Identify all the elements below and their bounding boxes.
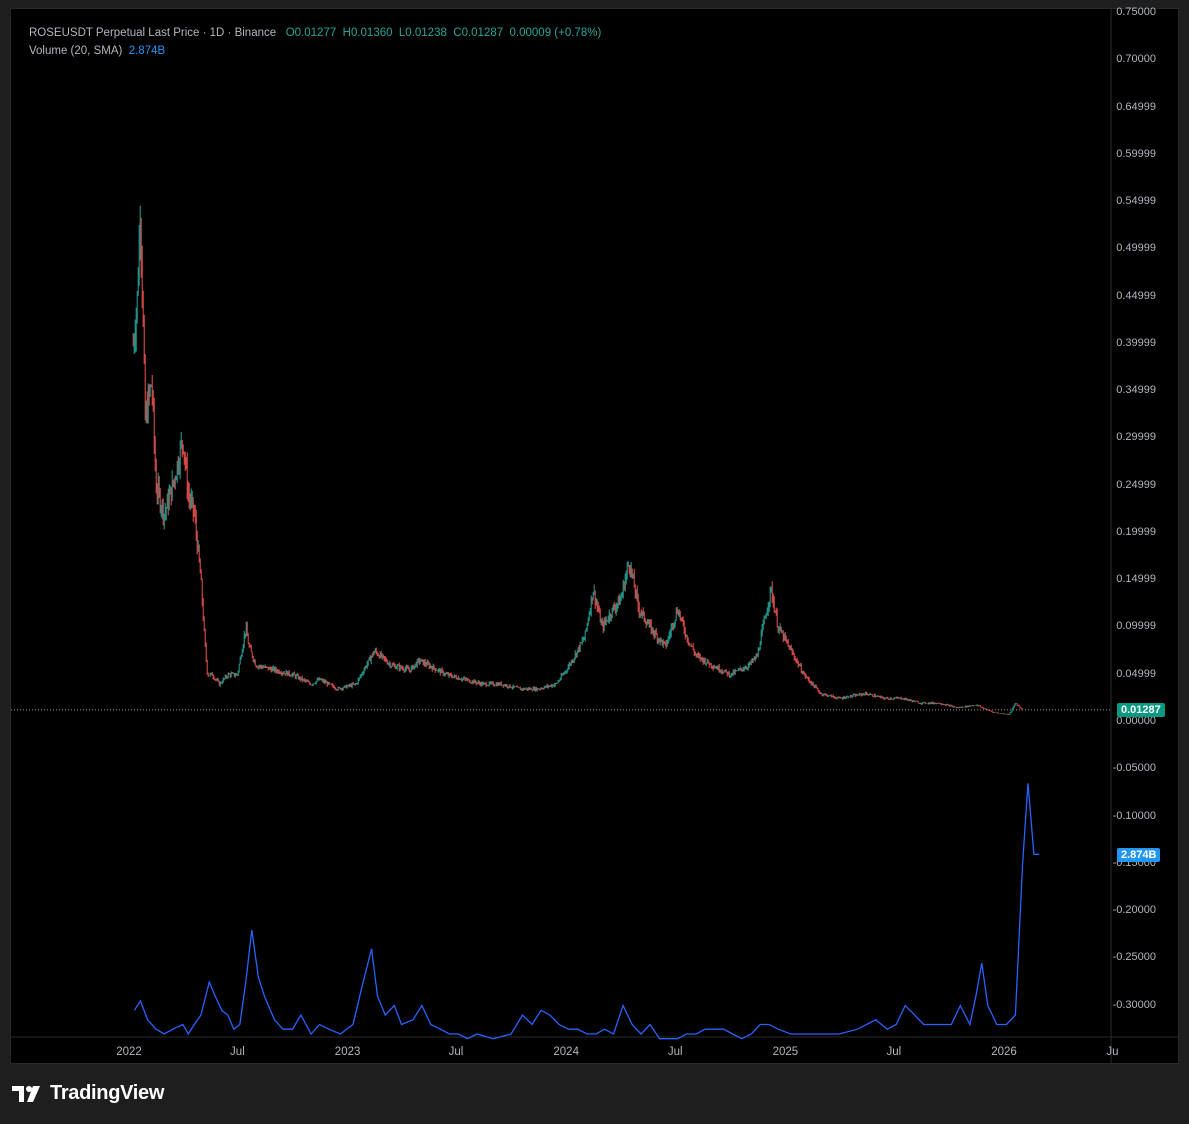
legend-close: C0.01287: [453, 27, 504, 39]
price-axis-tick: -0.25000: [1112, 951, 1156, 964]
legend-symbol: ROSEUSDT Perpetual Last Price · 1D · Bin…: [29, 27, 277, 39]
volume-legend-label: Volume (20, SMA): [29, 45, 123, 57]
chart-frame[interactable]: 2022 Jul 2023 Jul 2024 Jul 2025 Jul 2026 Ju ROSEU…: [10, 6, 1179, 1064]
price-axis-tick: 0.24999: [1116, 478, 1156, 491]
price-axis-tick: 0.14999: [1116, 573, 1156, 586]
time-axis-tick: Jul: [230, 1046, 245, 1058]
price-axis-tick: -0.30000: [1112, 998, 1156, 1011]
volume-legend: Volume (20, SMA) 2.874B: [29, 45, 165, 57]
price-axis-tick: 0.39999: [1116, 336, 1156, 349]
legend-change: 0.00009 (+0.78%): [509, 27, 602, 39]
price-axis-tick: 0.70000: [1116, 53, 1156, 66]
last-price-tag: 0.01287: [1117, 703, 1165, 717]
volume-legend-value: 2.874B: [128, 45, 166, 57]
time-axis-tick: Ju: [1106, 1046, 1118, 1058]
tradingview-logo-icon: [12, 1085, 40, 1102]
legend-low: L0.01238: [398, 27, 447, 39]
price-axis-tick: -0.20000: [1112, 904, 1156, 917]
time-axis-tick: Jul: [449, 1046, 464, 1058]
price-axis-tick: -0.10000: [1112, 809, 1156, 822]
price-axis-tick: 0.09999: [1116, 620, 1156, 633]
price-axis-tick: 0.00000: [1116, 715, 1156, 727]
time-axis-tick: 2026: [991, 1046, 1017, 1058]
volume-value-tag: 2.874B: [1117, 848, 1161, 862]
price-legend: ROSEUSDT Perpetual Last Price · 1D · Bin…: [29, 27, 601, 39]
brand-name: TradingView: [50, 1082, 165, 1104]
price-axis-tick: 0.19999: [1116, 525, 1156, 538]
tradingview-logo[interactable]: TradingView: [12, 1082, 164, 1105]
price-axis-tick: 0.54999: [1116, 195, 1156, 208]
price-axis-tick: 0.59999: [1116, 147, 1156, 160]
legend-open: O0.01277: [285, 27, 337, 39]
legend-high: H0.01360: [342, 27, 393, 39]
time-axis-tick: 2025: [773, 1046, 799, 1058]
price-axis-tick: -0.05000: [1112, 762, 1156, 775]
price-axis-tick: 0.75000: [1116, 6, 1156, 18]
price-axis-tick: 0.49999: [1116, 242, 1156, 255]
price-axis-tick: 0.04999: [1116, 667, 1156, 680]
chart-canvas[interactable]: 2022 Jul 2023 Jul 2024 Jul 2025 Jul 2026 Ju: [11, 9, 1178, 1063]
volume-sma-line: [133, 783, 1040, 1040]
price-axis-tick: 0.44999: [1116, 289, 1156, 302]
time-axis-tick: 2024: [553, 1046, 579, 1058]
time-axis-tick: Jul: [886, 1046, 901, 1058]
time-axis-tick: Jul: [668, 1046, 683, 1058]
price-axis-tick: 0.64999: [1116, 100, 1156, 113]
time-axis-tick: 2023: [335, 1046, 361, 1058]
price-axis-tick: 0.34999: [1116, 384, 1156, 397]
price-axis-tick: 0.29999: [1116, 431, 1156, 444]
time-axis-tick: 2022: [116, 1046, 142, 1058]
